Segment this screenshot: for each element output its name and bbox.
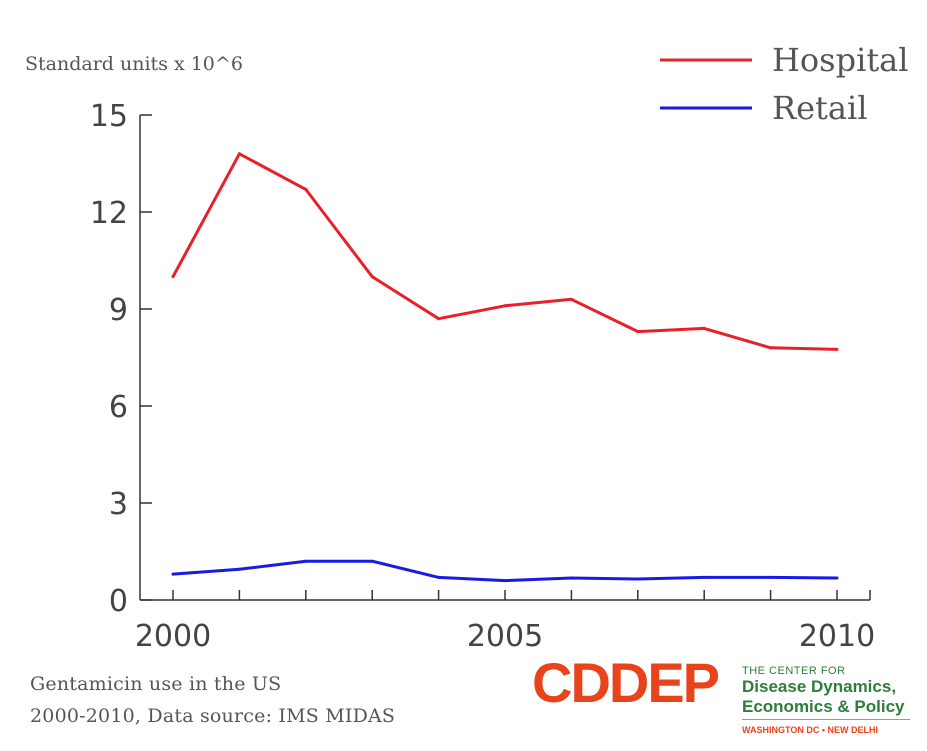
logo-line-4: WASHINGTON DC • NEW DELHI [742, 725, 878, 735]
data-point-retail [237, 567, 241, 571]
x-tick-label: 2010 [799, 619, 875, 654]
logo-line-2: Disease Dynamics, [742, 677, 897, 696]
data-point-retail [437, 575, 441, 579]
legend-label-hospital: Hospital [772, 41, 908, 79]
y-tick-label: 3 [109, 487, 128, 522]
data-point-hospital [636, 330, 640, 334]
axes [139, 114, 871, 601]
logo-wordmark: CDDEP [532, 651, 720, 714]
series-lines [171, 152, 839, 583]
data-point-retail [503, 579, 507, 583]
series-line-hospital [171, 152, 838, 351]
data-point-retail [370, 559, 374, 563]
data-point-retail [636, 577, 640, 581]
y-axis-label: Standard units x 10^6 [25, 53, 243, 75]
data-point-retail [835, 576, 839, 580]
series-line-retail [172, 559, 838, 583]
data-point-retail [769, 575, 773, 579]
y-tick-label: 6 [109, 390, 128, 425]
data-point-retail [304, 559, 308, 563]
caption-line-2: 2000-2010, Data source: IMS MIDAS [30, 705, 396, 727]
y-tick-label: 0 [109, 584, 128, 619]
data-point-retail [171, 572, 175, 576]
data-point-hospital [702, 326, 706, 330]
data-point-hospital [503, 304, 507, 308]
line-chart: Standard units x 10^6 0 3 6 9 12 15 2000 2005 20… [25, 41, 908, 654]
data-point-hospital [304, 187, 308, 191]
legend-label-retail: Retail [772, 89, 867, 127]
logo-divider [742, 719, 910, 720]
tick-labels: 0 3 6 9 12 15 2000 2005 2010 [90, 99, 875, 654]
data-point-hospital [370, 275, 374, 279]
data-point-hospital [769, 346, 773, 350]
data-point-hospital [569, 297, 573, 301]
x-tick-label: 2000 [135, 619, 211, 654]
x-tick-label: 2005 [467, 619, 543, 654]
y-tick-label: 9 [109, 293, 128, 328]
data-point-hospital [237, 152, 241, 156]
logo-line-1: THE CENTER FOR [742, 665, 846, 677]
data-point-hospital [835, 347, 839, 351]
data-point-hospital [171, 275, 175, 279]
y-tick-label: 15 [90, 99, 128, 134]
data-point-retail [569, 576, 573, 580]
y-tick-label: 12 [90, 196, 128, 231]
data-point-retail [702, 575, 706, 579]
caption-line-1: Gentamicin use in the US [30, 673, 282, 695]
logo-line-3: Economics & Policy [742, 697, 905, 716]
data-point-hospital [437, 317, 441, 321]
legend: Hospital Retail [660, 41, 908, 127]
